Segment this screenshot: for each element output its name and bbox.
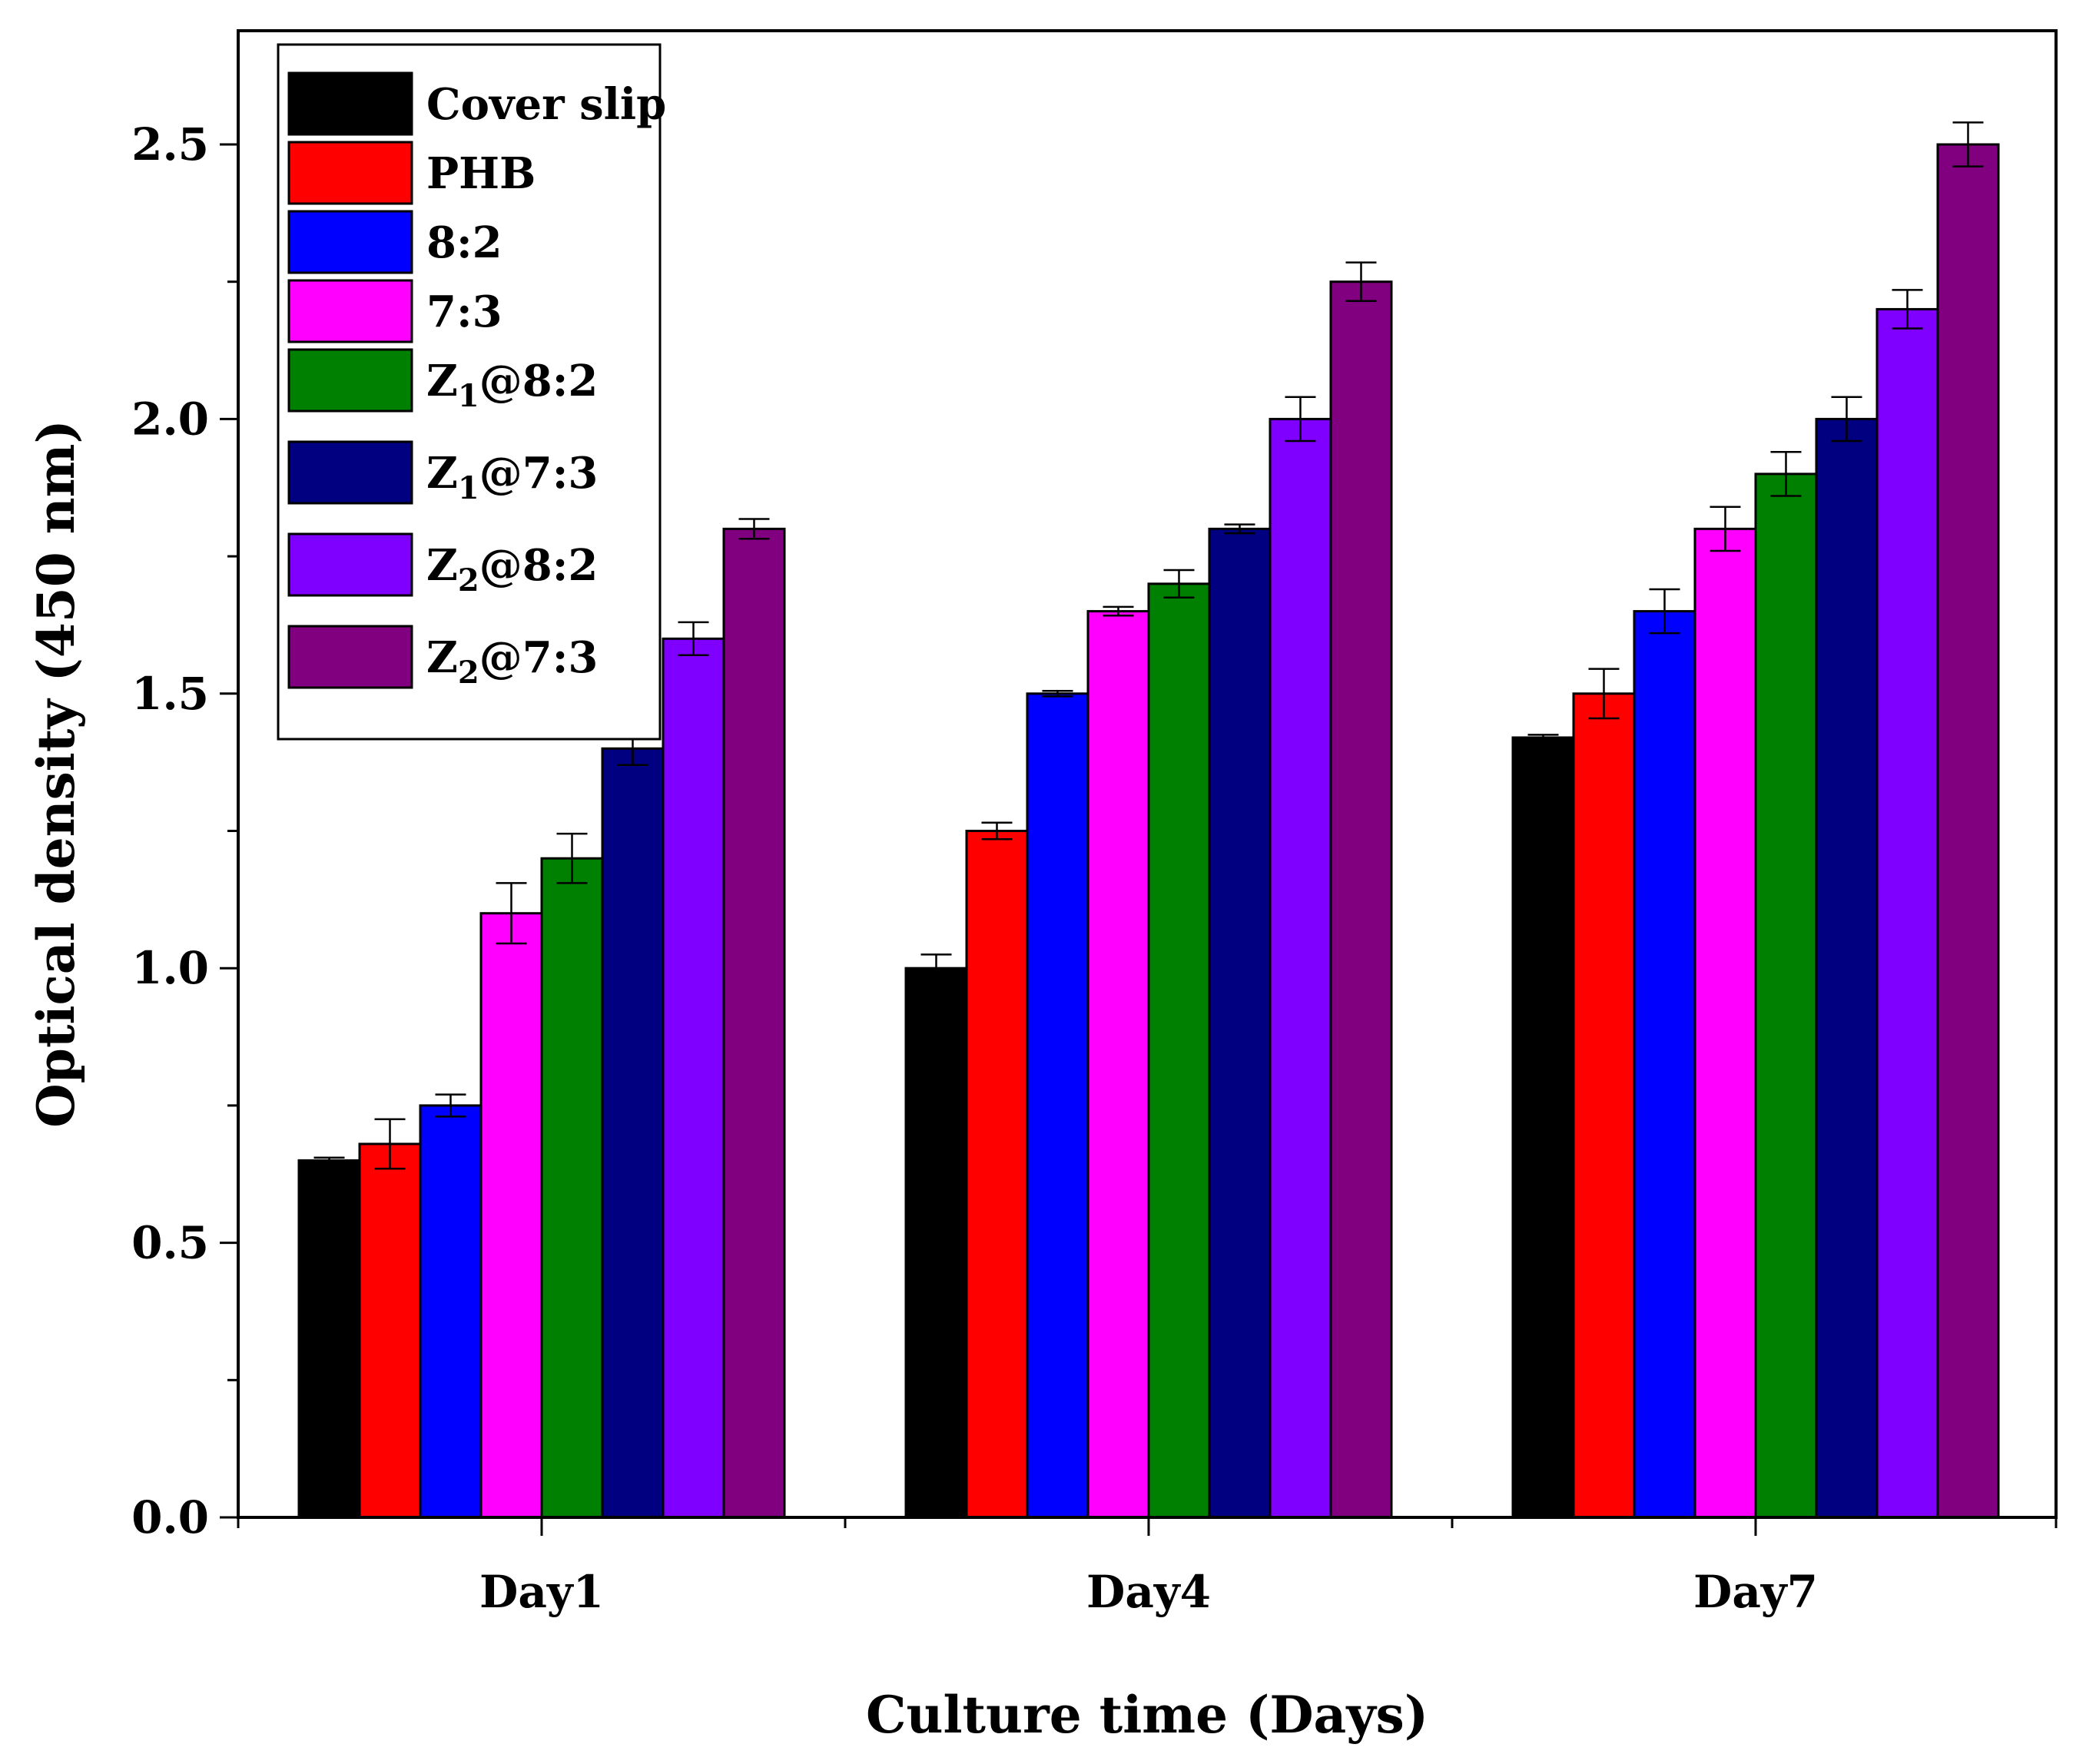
bar (540, 857, 604, 1519)
error-bar (1285, 396, 1316, 443)
bar (1147, 582, 1211, 1519)
legend-label: Z1@7:3 (426, 448, 598, 506)
legend-swatch (287, 625, 413, 689)
plot-frame (237, 29, 2058, 1519)
x-axis: Day1 Day4 Day7 (237, 1517, 2058, 1618)
bar (1086, 610, 1150, 1519)
error-bar (738, 518, 770, 540)
bar (1754, 472, 1818, 1519)
legend-label: Z1@8:2 (426, 356, 598, 414)
error-bar (981, 821, 1013, 841)
bar (722, 527, 786, 1519)
legend-label: 7:3 (426, 287, 502, 337)
error-bar (374, 1118, 406, 1170)
error-bar (1952, 121, 1984, 167)
legend-label: PHB (426, 148, 536, 199)
error-bar (556, 832, 588, 884)
x-tick-label: Day1 (479, 1566, 604, 1618)
y-tick-label: 1.5 (131, 668, 209, 720)
y-tick-label: 2.5 (131, 118, 209, 171)
error-bar (678, 621, 709, 657)
bar (1572, 692, 1636, 1519)
legend-label: Z2@7:3 (426, 632, 598, 691)
error-bar (1224, 523, 1255, 535)
bar (1511, 736, 1575, 1519)
error-bar (1345, 261, 1377, 302)
legend-item: PHB (287, 141, 536, 205)
bar (419, 1104, 483, 1519)
legend-label: Cover slip (426, 79, 666, 130)
legend-swatch (287, 279, 413, 343)
legend-item: 8:2 (287, 210, 502, 274)
y-axis: 0.0 0.5 1.0 1.5 2.0 2.5 (131, 118, 238, 1544)
error-bar (1527, 734, 1559, 741)
legend-item: Z1@8:2 (287, 348, 598, 414)
y-tick-label: 0.5 (131, 1217, 209, 1269)
legend-swatch (287, 440, 413, 505)
legend-item: Z2@8:2 (287, 532, 598, 598)
legend-swatch (287, 141, 413, 205)
legend-swatch (287, 71, 413, 136)
legend-item: Z2@7:3 (287, 625, 598, 691)
error-bar (1892, 289, 1923, 330)
bar (297, 1159, 361, 1519)
error-bar (1163, 569, 1195, 598)
legend-items: Cover slip PHB 8:2 7:3 Z1@8:2 Z1@7:3 Z2@8:2 Z2@… (287, 71, 666, 691)
legend-item: Z1@7:3 (287, 440, 598, 506)
legend-swatch (287, 532, 413, 597)
bar (1269, 417, 1332, 1519)
legend-label: Z2@8:2 (426, 540, 598, 598)
legend-item: 7:3 (287, 279, 502, 343)
error-bar (1588, 668, 1620, 720)
bar (1633, 610, 1696, 1519)
y-tick-label: 0.0 (131, 1491, 209, 1544)
error-bar (1649, 588, 1680, 635)
bar (358, 1142, 422, 1519)
legend-item: Cover slip (287, 71, 666, 136)
bar (479, 912, 543, 1519)
legend-swatch (287, 348, 413, 413)
y-axis-title: Optical density (450 nm) (26, 419, 86, 1127)
bar (1329, 280, 1393, 1519)
bar (965, 830, 1029, 1519)
bars-layer (297, 143, 2000, 1519)
error-bar (1710, 506, 1741, 552)
error-bar (435, 1093, 466, 1118)
x-axis-title: Culture time (Days) (866, 1685, 1428, 1745)
error-bar (1831, 396, 1862, 443)
bar (1815, 417, 1879, 1519)
legend-label: 8:2 (426, 217, 502, 268)
error-bar (1103, 605, 1134, 617)
bar (1693, 527, 1757, 1519)
errorbars-layer (313, 121, 1984, 1170)
error-bar (920, 953, 952, 983)
bar (601, 747, 665, 1519)
error-bar (1042, 689, 1073, 698)
y-tick-label: 1.0 (131, 942, 209, 994)
error-bar (1770, 451, 1802, 497)
x-tick-label: Day4 (1086, 1566, 1211, 1618)
bar (1026, 692, 1089, 1519)
bar (1208, 527, 1272, 1519)
y-tick-label: 2.0 (131, 393, 209, 445)
error-bar (313, 1156, 345, 1165)
error-bar (496, 882, 527, 945)
bar (1875, 307, 1939, 1519)
bar (662, 637, 725, 1519)
bar (904, 967, 968, 1519)
x-tick-label: Day7 (1693, 1566, 1818, 1618)
legend-swatch (287, 210, 413, 274)
legend: Cover slip PHB 8:2 7:3 Z1@8:2 Z1@7:3 Z2@8:2 Z2@… (277, 43, 666, 741)
bar (1936, 143, 2000, 1519)
